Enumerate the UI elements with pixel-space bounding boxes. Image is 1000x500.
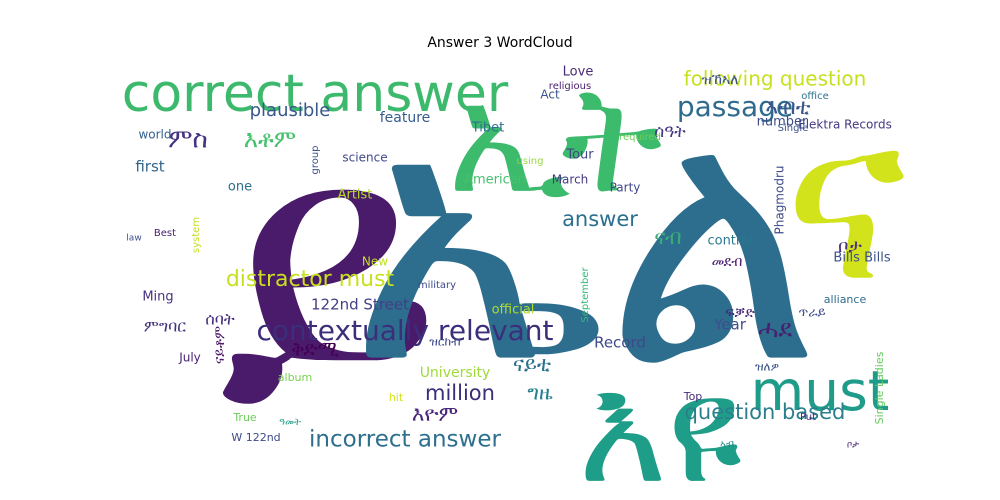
word-item: Year bbox=[713, 316, 747, 334]
word-item: Tour bbox=[565, 148, 594, 163]
word-item: using bbox=[516, 156, 543, 167]
word-item: law bbox=[126, 234, 141, 244]
word-item: ቦታ bbox=[838, 236, 862, 257]
word-item: ናብ bbox=[654, 225, 681, 249]
word-item: ምግባር bbox=[144, 317, 186, 336]
word-item: number bbox=[757, 115, 808, 130]
word-item: ሰባት bbox=[205, 310, 235, 329]
word-item: ኤል bbox=[349, 43, 821, 439]
word-item: official bbox=[492, 303, 535, 318]
word-item: ቅድሚ bbox=[291, 337, 339, 361]
word-item: religious bbox=[549, 81, 591, 92]
word-item: እቶም bbox=[244, 125, 296, 153]
word-item: ሰዓት bbox=[654, 122, 686, 142]
word-item: እዩ bbox=[578, 343, 742, 500]
word-item: military bbox=[418, 280, 456, 291]
word-item: Act bbox=[540, 88, 560, 102]
word-item: Artist bbox=[338, 188, 373, 203]
word-item: one bbox=[228, 180, 252, 195]
word-item: Love bbox=[563, 65, 594, 80]
word-item: system bbox=[191, 217, 202, 253]
word-item: July bbox=[178, 351, 201, 365]
word-item: ኣብቲ bbox=[765, 95, 810, 120]
word-item: ዝለዎ bbox=[755, 360, 779, 374]
word-item: Tibet bbox=[471, 121, 505, 136]
word-item: New bbox=[362, 255, 388, 269]
word-item: ቦታ bbox=[847, 441, 859, 451]
word-item: Phagmodru bbox=[773, 166, 787, 235]
word-item: 122nd Street bbox=[311, 296, 409, 314]
word-item: ጥራይ bbox=[798, 306, 825, 321]
word-item: Top bbox=[683, 390, 703, 403]
word-item: album bbox=[278, 371, 312, 384]
word-item: ምስ bbox=[168, 125, 208, 155]
word-item: ሓደ bbox=[758, 314, 792, 343]
word-item: Ming bbox=[142, 290, 173, 305]
word-item: American bbox=[464, 173, 526, 188]
word-item: September bbox=[580, 266, 591, 322]
word-item: answer bbox=[562, 207, 638, 231]
word-item: ዝርከብ bbox=[429, 335, 460, 349]
word-item: first bbox=[135, 158, 164, 176]
word-item: W 122nd bbox=[231, 431, 280, 444]
word-item: control bbox=[707, 234, 752, 249]
word-item: distractor must bbox=[226, 267, 395, 292]
word-item: question based bbox=[685, 400, 846, 424]
word-item: ኢት bbox=[448, 53, 663, 227]
word-item: alliance bbox=[824, 293, 867, 306]
word-item: ናይቲ bbox=[513, 352, 551, 376]
word-item: ፍቓድ bbox=[725, 305, 755, 321]
word-item: group bbox=[310, 145, 321, 174]
word-item: science bbox=[342, 151, 387, 165]
word-item: hit bbox=[389, 391, 404, 404]
word-item: True bbox=[232, 411, 257, 424]
word-item: Single Ladies bbox=[873, 351, 886, 424]
word-item: ግዜ bbox=[527, 381, 553, 405]
chart-title: Answer 3 WordCloud bbox=[427, 35, 573, 51]
word-item: world bbox=[138, 128, 171, 142]
word-item: Elektra Records bbox=[798, 118, 892, 132]
word-item: must bbox=[751, 359, 890, 423]
word-item: Record bbox=[594, 334, 646, 352]
word-item: following question bbox=[684, 67, 867, 91]
word-item: መደብ bbox=[712, 254, 743, 270]
word-item: passage bbox=[677, 90, 793, 123]
word-item: ና bbox=[784, 66, 906, 333]
word-item: Party bbox=[610, 181, 641, 195]
word-item: ዝኸኣለ bbox=[702, 72, 739, 88]
word-item: Single bbox=[778, 123, 809, 134]
word-item: እዮም bbox=[412, 402, 458, 426]
word-item: million bbox=[425, 381, 495, 405]
word-item: ናይቶም bbox=[212, 326, 228, 364]
word-item: office bbox=[801, 91, 828, 102]
word-item: incorrect answer bbox=[309, 427, 501, 453]
word-item: contextually relevant bbox=[256, 314, 553, 347]
word-item: Bills Bills bbox=[833, 251, 890, 266]
word-item: University bbox=[420, 365, 491, 381]
word-item: feature bbox=[380, 110, 431, 126]
word-item: correct answer bbox=[122, 64, 509, 124]
word-item: ዓመት bbox=[279, 417, 301, 428]
word-item: Put bbox=[800, 412, 816, 423]
word-item: ይ bbox=[219, 64, 440, 483]
word-item: Best bbox=[154, 228, 176, 239]
word-item: ኣብ bbox=[720, 439, 734, 450]
word-item: required bbox=[619, 132, 661, 143]
word-item: March bbox=[552, 173, 589, 187]
word-item: plausible bbox=[250, 100, 331, 121]
